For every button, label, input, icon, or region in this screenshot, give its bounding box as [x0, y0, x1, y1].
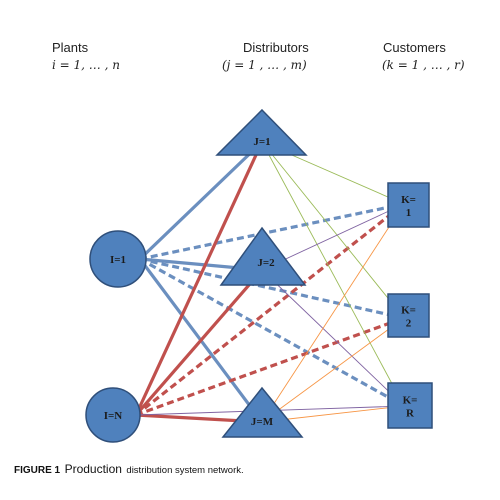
node-plant-1-label: I=1 — [110, 254, 126, 266]
node-dist-1-shape — [217, 110, 306, 155]
node-dist-m-shape — [223, 388, 302, 437]
edge-dist_2-to-cust_r — [262, 270, 404, 406]
caption-first-word: Production — [65, 462, 122, 476]
caption-figure-number: FIGURE 1 — [14, 465, 60, 476]
node-dist-m-label: J=M — [251, 416, 274, 428]
node-dist-2-label: J=2 — [257, 257, 275, 269]
node-plant-n-label: I=N — [104, 410, 123, 422]
node-layer: I=1I=NJ=1J=2J=MK= 1K= 2K= R — [86, 110, 432, 442]
caption-rest: distribution system network. — [126, 465, 243, 476]
figure-caption: FIGURE 1 Production distribution system … — [14, 460, 244, 478]
node-dist-1-label: J=1 — [253, 136, 270, 148]
edge-plant_1-to-dist_1 — [140, 142, 262, 259]
